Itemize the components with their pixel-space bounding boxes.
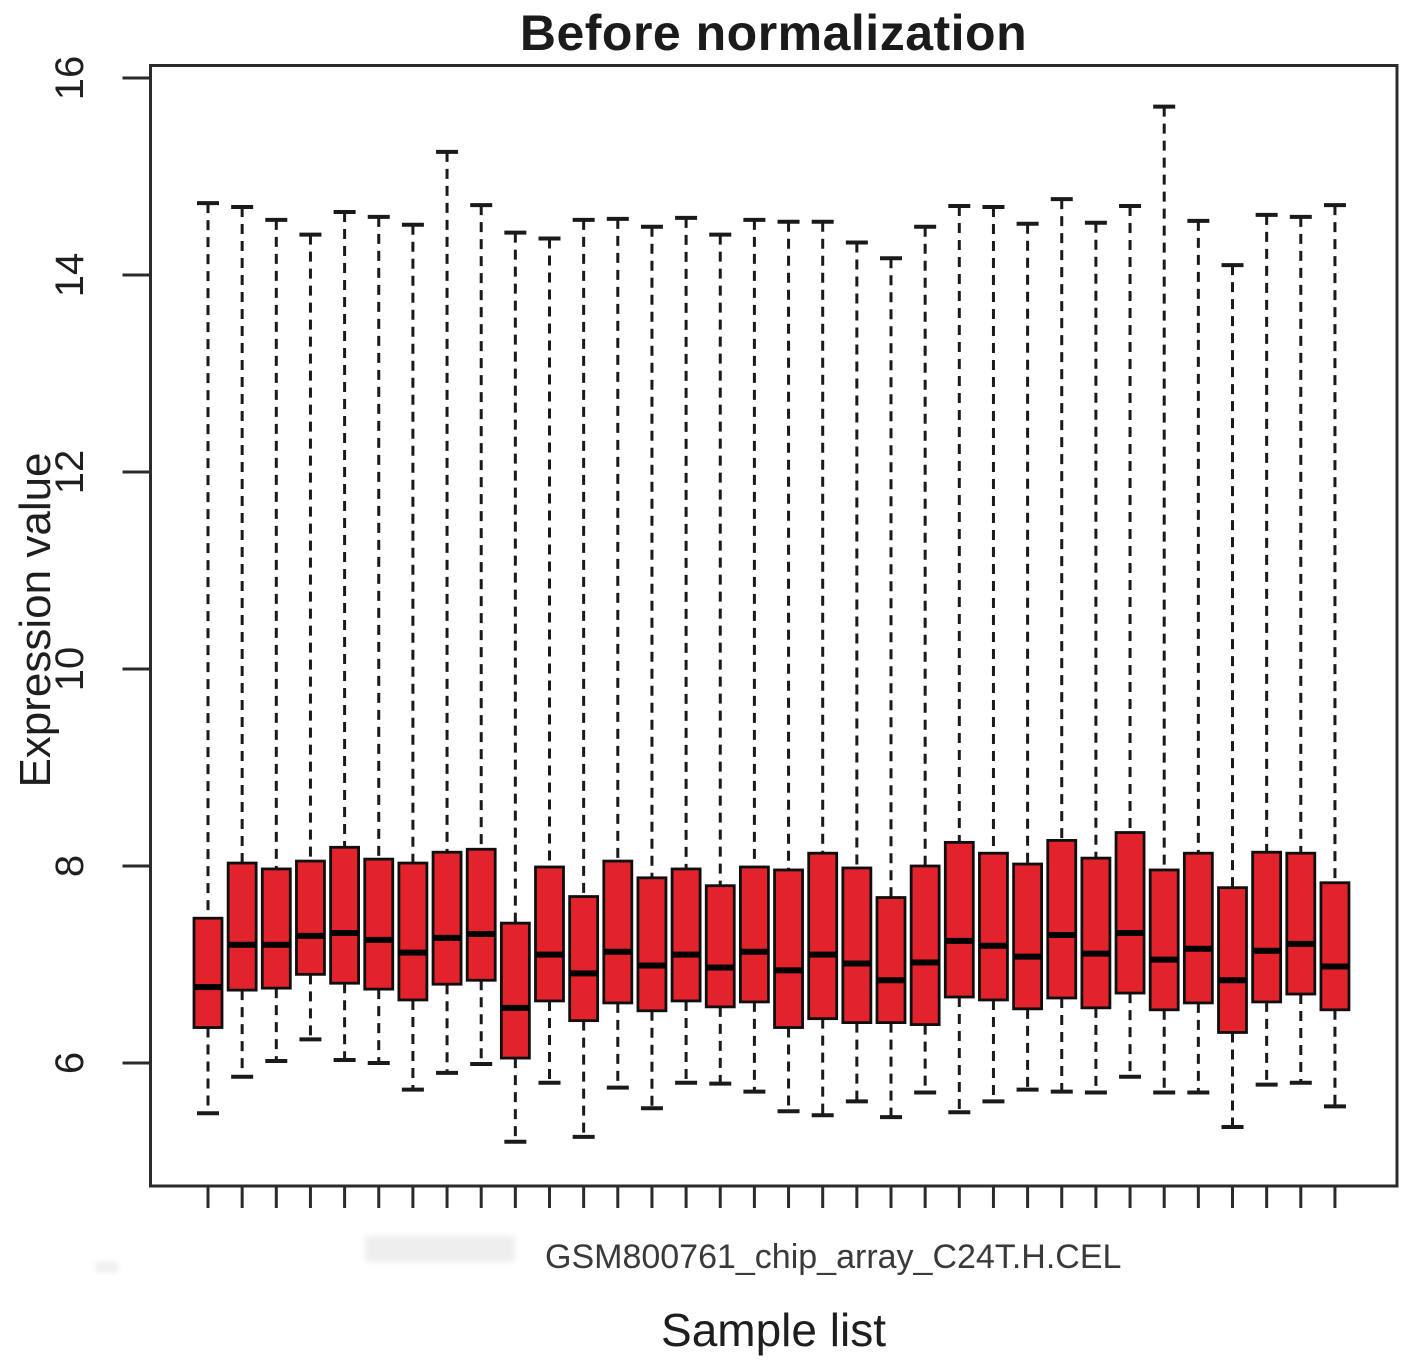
boxplot-23: [943, 204, 975, 1115]
boxplot-34: [1319, 203, 1351, 1109]
iqr-box: [260, 867, 292, 990]
iqr-box: [1046, 838, 1078, 1000]
x-axis-title: Sample list: [661, 1304, 886, 1356]
iqr-box: [602, 859, 634, 1005]
iqr-box: [363, 857, 395, 991]
boxplot-19: [807, 219, 839, 1118]
y-tick-label: 8: [48, 855, 92, 877]
x-tick-label-sample: GSM800761_chip_array_C24T.H.CEL: [545, 1238, 1122, 1276]
boxplot-1: [192, 201, 224, 1116]
boxplot-29: [1148, 104, 1180, 1095]
iqr-box: [739, 865, 770, 1004]
boxplot-11: [534, 236, 565, 1085]
iqr-box: [568, 895, 600, 1023]
iqr-box: [397, 861, 429, 1002]
iqr-box: [1182, 851, 1214, 1005]
iqr-box: [704, 884, 736, 1009]
iqr-box: [226, 861, 258, 992]
boxplot-31: [1217, 263, 1248, 1130]
iqr-box: [534, 865, 565, 1003]
iqr-box: [1080, 856, 1112, 1010]
iqr-box: [329, 845, 361, 985]
iqr-box: [295, 859, 326, 976]
iqr-box: [978, 851, 1009, 1002]
iqr-box: [841, 866, 873, 1025]
iqr-box: [465, 847, 497, 982]
iqr-box: [1285, 851, 1317, 996]
boxplot-15: [670, 215, 702, 1085]
boxplot-26: [1046, 197, 1078, 1094]
boxplot-25: [1012, 221, 1043, 1092]
boxplot-27: [1080, 220, 1112, 1095]
iqr-box: [1319, 881, 1351, 1012]
boxplot-7: [397, 222, 429, 1092]
y-tick-label: 16: [48, 56, 92, 101]
iqr-box: [807, 851, 839, 1021]
iqr-box: [773, 868, 804, 1029]
boxplot-6: [363, 214, 395, 1065]
boxplot-4: [295, 232, 326, 1042]
iqr-box: [1114, 831, 1146, 995]
boxplot-30: [1182, 218, 1214, 1095]
iqr-box: [909, 864, 941, 1026]
boxplot-17: [739, 217, 770, 1094]
boxplot-24: [978, 205, 1009, 1104]
boxplot-16: [704, 232, 736, 1086]
iqr-box: [192, 916, 224, 1029]
boxplot-10: [499, 230, 531, 1144]
boxplot-13: [602, 216, 634, 1090]
y-tick-label: 12: [48, 450, 92, 495]
iqr-box: [875, 896, 907, 1025]
iqr-box: [636, 876, 668, 1013]
iqr-box: [1217, 886, 1248, 1034]
boxplot-14: [636, 224, 668, 1111]
faded-tick-label-artifact: [95, 1262, 119, 1272]
iqr-box: [943, 840, 975, 999]
boxplot-32: [1251, 212, 1283, 1087]
boxplot-8: [431, 149, 463, 1075]
boxplot-22: [909, 224, 941, 1095]
chart-title: Before normalization: [519, 5, 1028, 61]
boxplot-28: [1114, 204, 1146, 1079]
iqr-box: [499, 921, 531, 1060]
plot-border: [149, 64, 1399, 1188]
boxplot-18: [773, 219, 804, 1114]
iqr-box: [431, 850, 463, 986]
y-tick-label: 6: [48, 1052, 92, 1074]
boxplot-2: [226, 205, 258, 1079]
boxplot-33: [1285, 214, 1317, 1085]
boxplot-12: [568, 217, 600, 1139]
y-tick-label: 14: [48, 253, 92, 298]
iqr-box: [1012, 862, 1043, 1011]
boxplot-5: [329, 209, 361, 1063]
boxplot-9: [465, 203, 497, 1066]
iqr-box: [1251, 850, 1283, 1004]
iqr-box: [670, 867, 702, 1003]
boxplot-20: [841, 240, 873, 1104]
iqr-box: [1148, 868, 1180, 1012]
boxplot-3: [260, 217, 292, 1064]
boxplot-21: [875, 256, 907, 1120]
faded-tick-label-artifact: [365, 1236, 515, 1262]
y-tick-label: 10: [48, 647, 92, 692]
